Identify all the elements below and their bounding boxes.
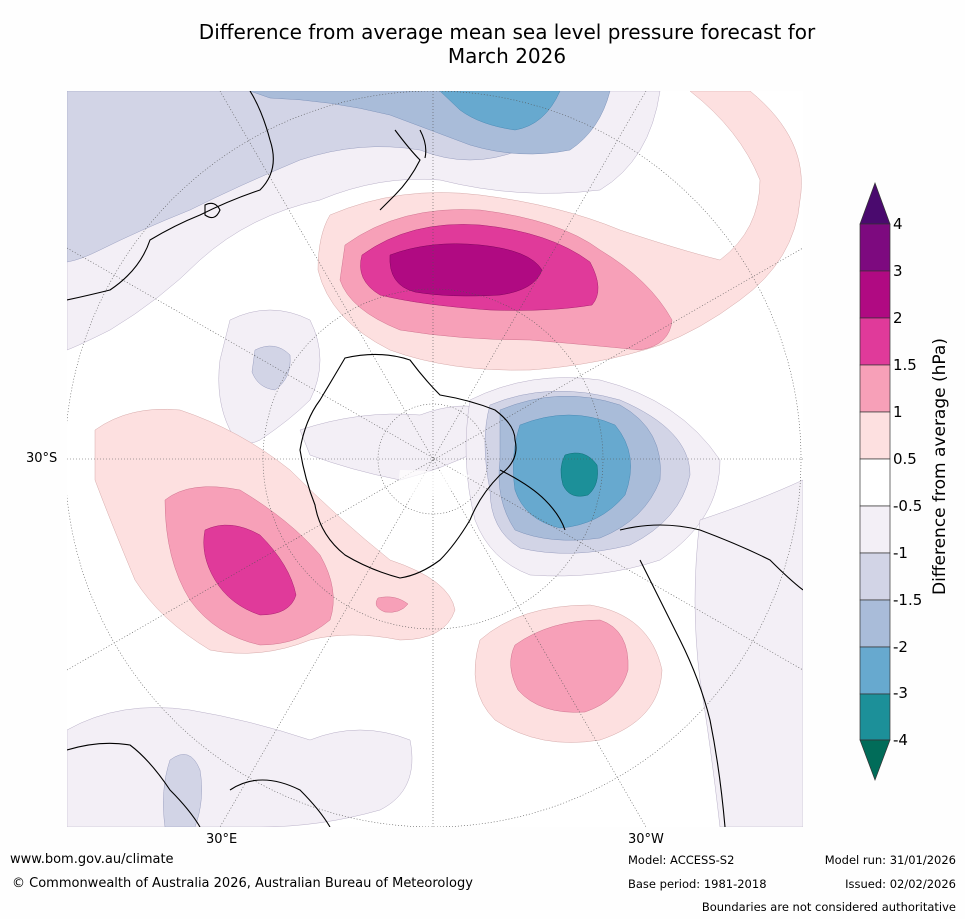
colorbar-band-neutral <box>859 458 891 507</box>
anomaly-pos2-indian <box>203 524 297 616</box>
colorbar-tick-label: 3 <box>893 262 903 280</box>
colorbar-tick-label: -0.5 <box>893 497 923 515</box>
graticule-meridian-3 <box>219 91 647 827</box>
footer-issued: Issued: 02/02/2026 <box>845 877 956 891</box>
anomaly-pos1.5-small <box>375 596 409 613</box>
colorbar-tick-label: 1 <box>893 403 903 421</box>
graticule-circle-50s <box>262 288 604 630</box>
tasmania-coastline <box>204 202 221 219</box>
colorbar-band-0.5-1 <box>859 411 891 460</box>
colorbar-band-neg1.5-neg2 <box>859 599 891 648</box>
colorbar-tick-label: 4 <box>893 215 903 233</box>
anomaly-neutral-band <box>399 470 470 500</box>
lon-label-30w: 30°W <box>628 832 664 847</box>
antarctic-peninsula-coastline <box>499 469 566 531</box>
colorbar-band-1.5-2 <box>859 317 891 366</box>
footer-copyright: © Commonwealth of Australia 2026, Austra… <box>12 876 473 891</box>
colorbar-tick-label: -1 <box>893 544 908 562</box>
colorbar <box>859 181 891 781</box>
colorbar-band-2-3 <box>859 270 891 319</box>
colorbar-title: Difference from average (hPa) <box>930 338 950 595</box>
footer-url[interactable]: www.bom.gov.au/climate <box>10 852 174 867</box>
anomaly-neg1.5-small <box>251 345 291 391</box>
footer-base-period: Base period: 1981-2018 <box>628 877 767 891</box>
map-area <box>67 91 803 827</box>
antarctica-coastline <box>299 353 517 579</box>
lon-label-30e: 30°E <box>206 832 238 847</box>
anomaly-neg1-southwest <box>67 707 413 827</box>
graticule-circle-30s <box>67 91 802 827</box>
colorbar-band-3-4 <box>859 223 891 272</box>
anomaly-pos3-southofnz <box>389 243 543 297</box>
colorbar-band-neg2-neg3 <box>859 646 891 695</box>
chart-title: Difference from average mean sea level p… <box>0 20 965 68</box>
colorbar-tick-label: -4 <box>893 731 908 749</box>
colorbar-band-neg0.5-neg1 <box>859 505 891 554</box>
colorbar-tick-label: -1.5 <box>893 591 923 609</box>
colorbar-band-1-1.5 <box>859 364 891 413</box>
south-america-coastline <box>619 524 803 827</box>
footer-boundaries-note: Boundaries are not considered authoritat… <box>701 900 956 914</box>
graticule <box>67 91 803 827</box>
anomaly-neg1.5-southwest <box>163 754 202 827</box>
australia-coastline <box>67 91 274 301</box>
title-line-1: Difference from average mean sea level p… <box>198 20 816 44</box>
title-line-2: March 2026 <box>447 44 567 68</box>
footer-model-run: Model run: 31/01/2026 <box>824 853 956 867</box>
anomaly-pos1.5-pacific <box>510 619 629 713</box>
colorbar-tick-label: 0.5 <box>893 450 917 468</box>
colorbar-extend-bottom <box>859 739 891 781</box>
colorbar-tick-label: 2 <box>893 309 903 327</box>
colorbar-band-neg3-neg4 <box>859 693 891 741</box>
colorbar-band-neg1-neg1.5 <box>859 552 891 601</box>
colorbar-tick-label: -2 <box>893 638 908 656</box>
footer-model: Model: ACCESS-S2 <box>628 853 735 867</box>
new-zealand-coastline <box>379 129 427 211</box>
colorbar-tick-label: 1.5 <box>893 356 917 374</box>
graticule-meridian-6 <box>67 247 803 671</box>
anomaly-neg3-north <box>439 91 561 131</box>
coastlines <box>67 91 803 827</box>
lat-label-30s: 30°S <box>26 451 58 466</box>
colorbar-tick-label: -3 <box>893 684 908 702</box>
africa-coastline <box>67 742 331 827</box>
anomaly-neg4-weddell <box>560 452 598 497</box>
anomaly-neg1-southeast <box>694 479 803 827</box>
graticule-meridian-5 <box>67 247 803 671</box>
graticule-meridian-4 <box>219 91 647 827</box>
colorbar-extend-top <box>859 181 891 225</box>
